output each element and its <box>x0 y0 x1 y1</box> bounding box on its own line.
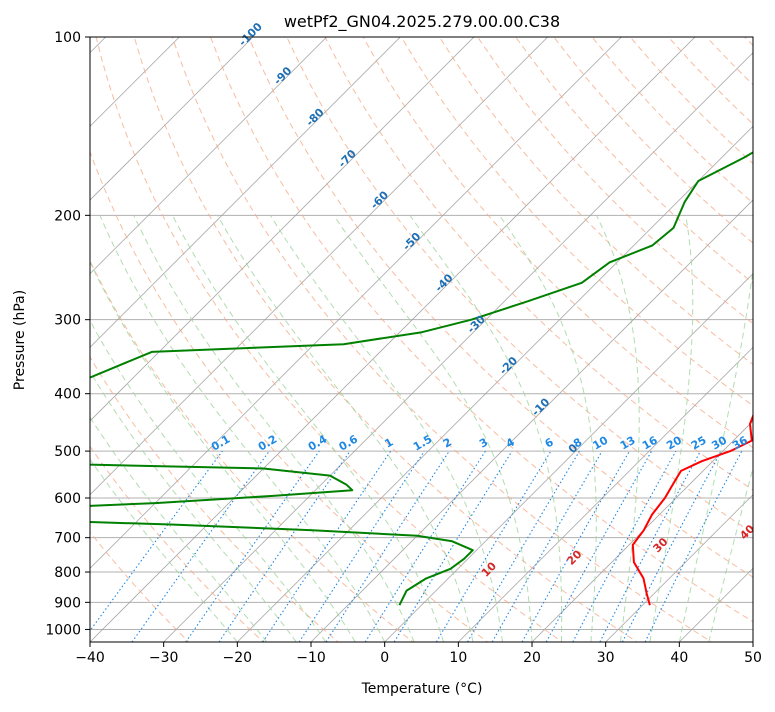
y-tick-label: 800 <box>54 565 81 581</box>
y-tick-label: 300 <box>54 313 81 329</box>
y-tick-label: 100 <box>54 30 81 46</box>
isotherm-line <box>751 24 775 645</box>
x-tick-label: 20 <box>523 650 541 666</box>
y-axis-label: Pressure (hPa) <box>12 290 28 390</box>
y-tick-label: 900 <box>54 595 81 611</box>
x-axis-label: Temperature (°C) <box>361 681 483 697</box>
y-tick-label: 400 <box>54 387 81 403</box>
x-tick-label: −20 <box>223 650 253 666</box>
x-tick-label: 30 <box>597 650 615 666</box>
x-tick-label: 0 <box>380 650 389 666</box>
y-tick-label: 600 <box>54 491 81 507</box>
x-tick-label: −30 <box>149 650 179 666</box>
x-tick-label: 50 <box>744 650 762 666</box>
y-tick-label: 200 <box>54 208 81 224</box>
plot-background <box>90 37 753 642</box>
x-tick-label: 40 <box>670 650 688 666</box>
x-tick-label: 10 <box>449 650 467 666</box>
x-tick-label: −10 <box>296 650 326 666</box>
x-tick-label: −40 <box>75 650 105 666</box>
y-tick-label: 700 <box>54 531 81 547</box>
y-tick-label: 500 <box>54 444 81 460</box>
chart-title: wetPf2_GN04.2025.279.00.00.C38 <box>284 12 560 32</box>
y-tick-label: 1000 <box>45 622 81 638</box>
